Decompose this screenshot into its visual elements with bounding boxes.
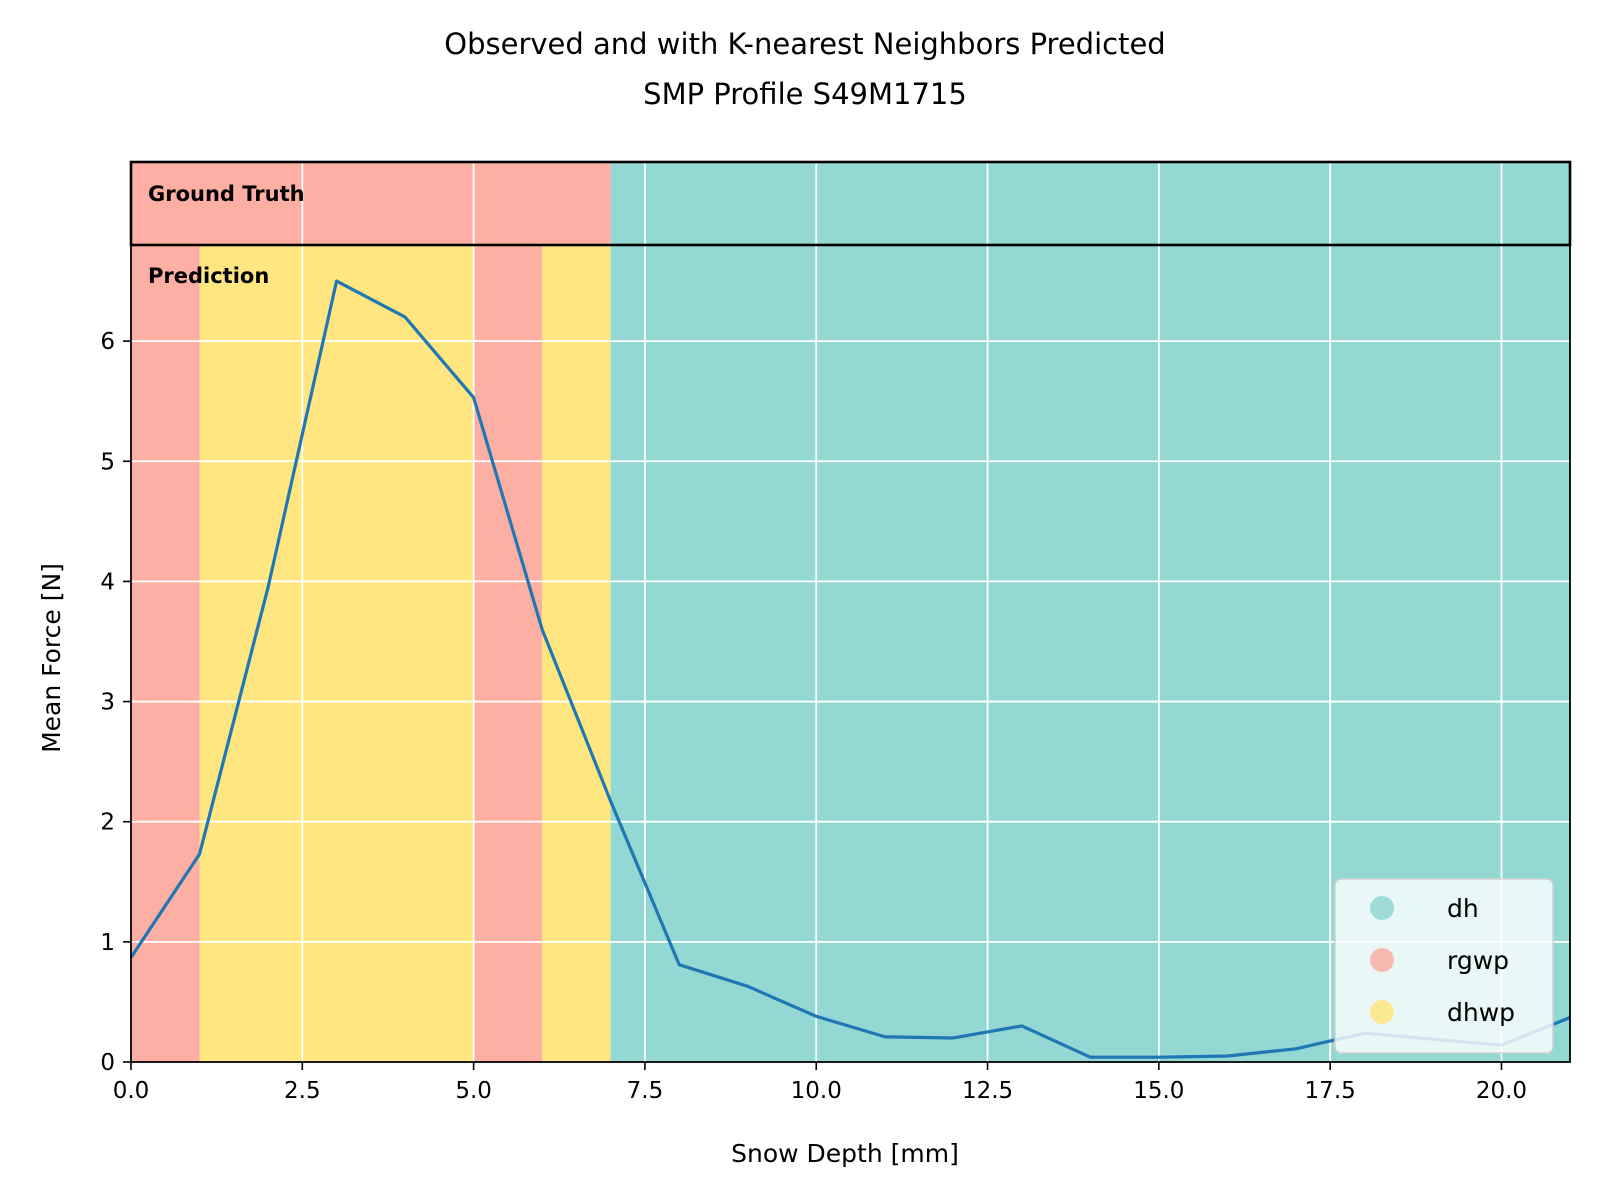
- y-tick-label: 0: [100, 1050, 115, 1076]
- ground-truth-segment-rgwp: [131, 162, 611, 245]
- x-tick-label: 20.0: [1476, 1078, 1527, 1104]
- legend: dh rgwp dhwp: [1334, 878, 1554, 1054]
- series-line: [129, 279, 1571, 1059]
- legend-label-rgwp: rgwp: [1447, 946, 1509, 975]
- y-tick-label: 5: [100, 449, 115, 475]
- plot-frame: [130, 244, 1571, 1063]
- x-tick-label: 12.5: [962, 1078, 1013, 1104]
- prediction-segment-dhwp: [542, 245, 611, 1062]
- prediction-segment-dhwp: [199, 245, 474, 1062]
- y-tick-label: 3: [100, 690, 115, 716]
- grid-lines: [130, 162, 1570, 1063]
- prediction-segment-rgwp: [131, 245, 200, 1062]
- ground-truth-label: Ground Truth: [148, 182, 305, 206]
- ground-truth-band: [131, 162, 1570, 245]
- legend-box: [1334, 878, 1554, 1054]
- x-tick-label: 17.5: [1305, 1078, 1356, 1104]
- x-tick-label: 5.0: [455, 1078, 492, 1104]
- y-tick-label: 1: [100, 930, 115, 956]
- y-tick-label: 4: [100, 569, 115, 595]
- legend-marker-dhwp: [1370, 1000, 1394, 1024]
- legend-label-dh: dh: [1447, 894, 1479, 923]
- prediction-segment-rgwp: [473, 245, 543, 1062]
- y-axis-label: Mean Force [N]: [37, 563, 66, 753]
- y-axis-ticks: 0 1 2 3 4 5 6: [100, 329, 131, 1076]
- x-tick-label: 0.0: [113, 1078, 150, 1104]
- legend-marker-rgwp: [1370, 948, 1394, 972]
- x-tick-label: 10.0: [791, 1078, 842, 1104]
- x-axis-label: Snow Depth [mm]: [731, 1139, 959, 1168]
- y-tick-label: 6: [100, 329, 115, 355]
- legend-marker-dh: [1370, 896, 1394, 920]
- ground-truth-segment-dh: [610, 162, 1570, 245]
- x-tick-label: 15.0: [1133, 1078, 1184, 1104]
- prediction-label: Prediction: [148, 264, 269, 288]
- x-axis-ticks: 0.0 2.5 5.0 7.5 10.0 12.5 15.0 17.5 20.0: [113, 1062, 1527, 1104]
- x-tick-label: 2.5: [284, 1078, 321, 1104]
- x-tick-label: 7.5: [627, 1078, 664, 1104]
- y-tick-label: 2: [100, 810, 115, 836]
- legend-label-dhwp: dhwp: [1447, 998, 1515, 1027]
- chart-subtitle: SMP Profile S49M1715: [643, 77, 967, 111]
- chart-title: Observed and with K-nearest Neighbors Pr…: [444, 27, 1165, 61]
